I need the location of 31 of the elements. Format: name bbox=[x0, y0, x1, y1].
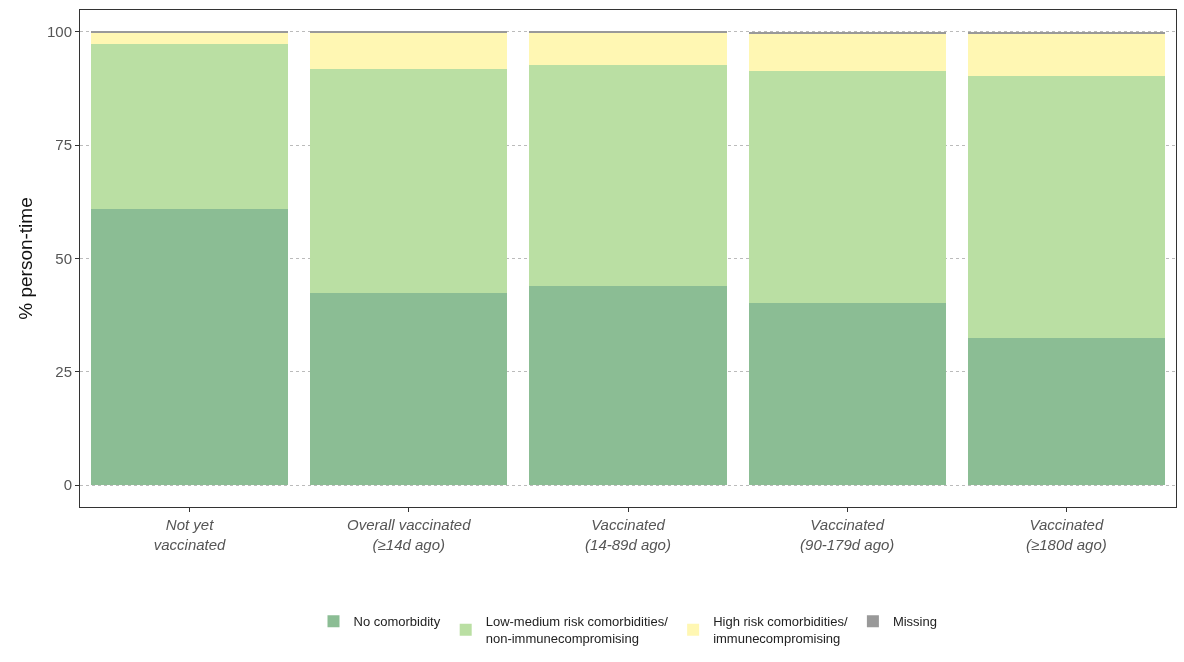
x-tick-label: Vaccinated (90-179d ago) bbox=[800, 516, 895, 553]
y-tick-label: 50 bbox=[55, 249, 72, 267]
bar bbox=[967, 34, 1166, 77]
x-tick-label: Vaccinated (14-89d ago) bbox=[585, 516, 671, 553]
x-tick-label: Vaccinated (≥180d ago) bbox=[1026, 516, 1107, 553]
bar bbox=[748, 31, 946, 34]
x-tick-label: Not yet vaccinated bbox=[153, 516, 227, 553]
bar bbox=[748, 71, 946, 304]
legend-label: Missing bbox=[892, 614, 937, 630]
y-tick-label: 0 bbox=[63, 476, 72, 494]
bar bbox=[90, 208, 289, 486]
legend-label: No comorbidity bbox=[353, 614, 441, 630]
bar bbox=[529, 285, 727, 486]
bar bbox=[310, 293, 508, 486]
bar bbox=[310, 32, 508, 69]
y-tick-label: 100 bbox=[46, 23, 72, 41]
bar bbox=[967, 76, 1166, 338]
bar bbox=[90, 44, 289, 209]
y-tick-label: 25 bbox=[55, 363, 72, 381]
bar bbox=[748, 33, 946, 72]
x-tick-label: Overall vaccinated (≥14d ago) bbox=[347, 516, 472, 553]
legend-label: High risk comorbidities/ immunecompromising bbox=[713, 614, 848, 647]
y-tick-label: 75 bbox=[55, 136, 72, 154]
y-axis-title: % person-time bbox=[15, 197, 36, 320]
bar bbox=[967, 337, 1166, 486]
bar bbox=[529, 65, 727, 286]
legend-label: Low-medium risk comorbidities/ non-immunecompromising bbox=[485, 614, 669, 647]
bar bbox=[310, 68, 508, 294]
bar bbox=[748, 303, 946, 486]
bar bbox=[529, 32, 727, 66]
bar bbox=[90, 32, 289, 45]
